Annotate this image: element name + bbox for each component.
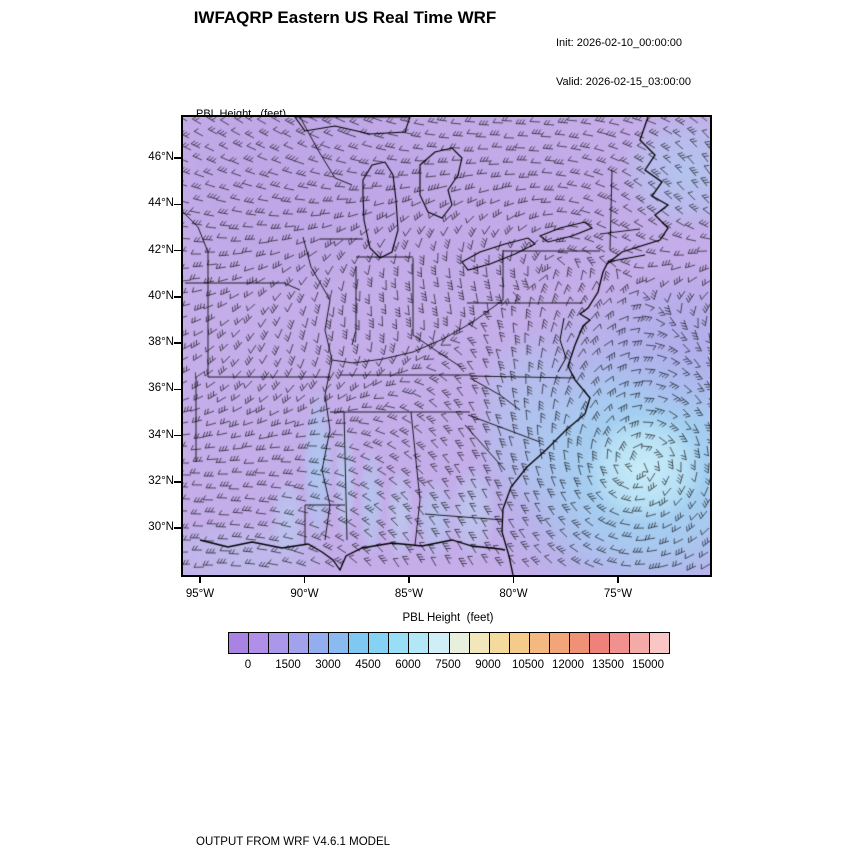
valid-time: Valid: 2026-02-15_03:00:00	[556, 76, 691, 88]
lat-tick-label: 42°N	[148, 243, 174, 256]
lat-tick-label: 36°N	[148, 382, 174, 395]
lat-tick-label: 46°N	[148, 151, 174, 163]
lat-tick-mark	[174, 203, 181, 205]
lat-tick-mark	[174, 296, 181, 298]
lon-tick-label: 95°W	[185, 588, 215, 600]
lat-tick-label: 40°N	[148, 289, 174, 302]
lat-tick-label: 32°N	[148, 474, 174, 487]
colorbar-segment	[289, 633, 310, 653]
lat-tick-label: 30°N	[148, 521, 174, 533]
colorbar	[228, 632, 670, 654]
colorbar-segment	[409, 633, 430, 653]
lon-tick-label: 80°W	[499, 588, 528, 600]
colorbar-segment	[489, 633, 510, 653]
lat-tick-mark	[174, 157, 181, 159]
colorbar-tick-label: 0	[244, 659, 252, 671]
lon-tick-mark	[199, 577, 201, 583]
colorbar-segment	[309, 633, 330, 653]
colorbar-segment	[629, 633, 650, 653]
lon-tick-label: 85°W	[394, 588, 424, 600]
lon-tick-mark	[303, 577, 306, 583]
lat-tick-mark	[174, 249, 181, 252]
colorbar-segment	[369, 633, 390, 653]
colorbar-segment	[249, 633, 270, 653]
colorbar-tick-label: 1500	[275, 659, 301, 671]
lon-tick-mark	[408, 577, 410, 583]
footer-block: OUTPUT FROM WRF V4.6.1 MODEL WE = 310 ; …	[196, 806, 648, 850]
lat-tick-mark	[174, 388, 181, 390]
colorbar-tick-label: 6000	[395, 659, 421, 671]
lat-tick-label: 34°N	[148, 428, 174, 441]
colorbar-tick-label: 10500	[512, 659, 544, 671]
colorbar-segment	[429, 633, 450, 653]
lat-tick-mark	[174, 434, 181, 437]
colorbar-tick-label: 9000	[475, 659, 501, 671]
colorbar-tick-label: 4500	[355, 659, 381, 671]
lat-tick-mark	[174, 481, 181, 483]
lon-tick-label: 90°W	[290, 588, 319, 600]
colorbar-segment	[349, 633, 370, 653]
colorbar-segment	[549, 633, 570, 653]
colorbar-tick-label: 15000	[632, 659, 664, 671]
colorbar-segment	[569, 633, 590, 653]
colorbar-segment	[509, 633, 530, 653]
colorbar-title: PBL Height (feet)	[402, 612, 494, 624]
colorbar-segment	[589, 633, 610, 653]
colorbar-tick-label: 13500	[592, 659, 624, 671]
lat-tick-mark	[174, 342, 181, 344]
init-valid-block: Init: 2026-02-10_00:00:00 Valid: 2026-02…	[556, 11, 691, 115]
footer-model-line: OUTPUT FROM WRF V4.6.1 MODEL	[196, 836, 391, 848]
lon-tick-mark	[617, 577, 619, 583]
page-title: IWFAQRP Eastern US Real Time WRF	[193, 8, 497, 27]
colorbar-tick-label: 7500	[435, 659, 461, 671]
colorbar-segment	[649, 633, 670, 653]
colorbar-segment	[229, 633, 250, 653]
colorbar-segment	[329, 633, 350, 653]
colorbar-tick-label: 12000	[552, 659, 584, 671]
lon-tick-mark	[512, 577, 515, 583]
lat-tick-label: 44°N	[148, 197, 174, 210]
lat-tick-mark	[174, 527, 181, 529]
colorbar-segment	[449, 633, 470, 653]
lon-tick-label: 75°W	[603, 588, 633, 600]
colorbar-tick-label: 3000	[315, 659, 341, 671]
init-time: Init: 2026-02-10_00:00:00	[556, 37, 682, 49]
lat-tick-label: 38°N	[148, 336, 174, 348]
colorbar-segment	[529, 633, 550, 653]
colorbar-segment	[389, 633, 410, 653]
colorbar-segment	[469, 633, 490, 653]
map-canvas	[183, 117, 710, 575]
map-frame	[181, 115, 712, 577]
colorbar-segment	[269, 633, 290, 653]
colorbar-segment	[609, 633, 630, 653]
colorbar-labels: 0 1500 3000 4500 6000 7500 9000 10500 12000 13500…	[228, 659, 668, 673]
